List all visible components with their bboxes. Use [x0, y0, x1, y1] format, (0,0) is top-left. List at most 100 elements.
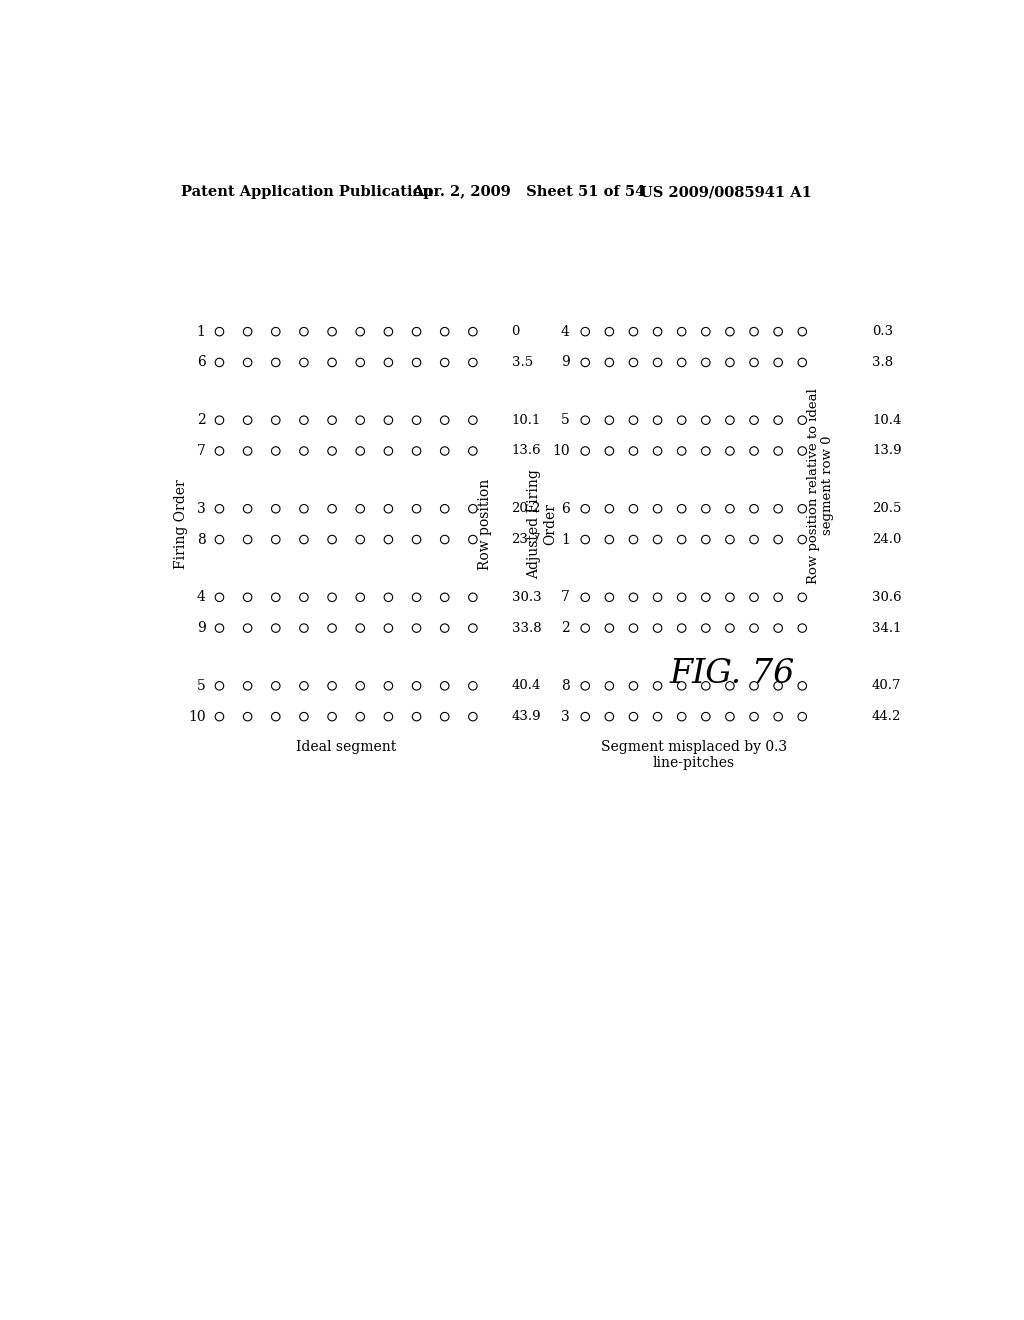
Circle shape [798, 593, 807, 602]
Circle shape [413, 624, 421, 632]
Text: 10: 10 [552, 444, 569, 458]
Circle shape [244, 681, 252, 690]
Circle shape [384, 593, 392, 602]
Circle shape [440, 681, 449, 690]
Text: 8: 8 [197, 532, 206, 546]
Circle shape [413, 713, 421, 721]
Circle shape [653, 416, 662, 425]
Text: FIG. 76: FIG. 76 [670, 659, 796, 690]
Text: 13.6: 13.6 [512, 445, 542, 458]
Circle shape [271, 327, 280, 335]
Circle shape [413, 327, 421, 335]
Circle shape [300, 416, 308, 425]
Circle shape [726, 593, 734, 602]
Circle shape [605, 358, 613, 367]
Text: 20.5: 20.5 [872, 502, 901, 515]
Circle shape [356, 327, 365, 335]
Circle shape [750, 504, 759, 513]
Circle shape [356, 446, 365, 455]
Text: 9: 9 [197, 622, 206, 635]
Circle shape [774, 624, 782, 632]
Circle shape [328, 593, 336, 602]
Circle shape [581, 446, 590, 455]
Text: 3: 3 [561, 710, 569, 723]
Circle shape [678, 504, 686, 513]
Circle shape [701, 358, 710, 367]
Circle shape [469, 536, 477, 544]
Text: 34.1: 34.1 [872, 622, 901, 635]
Text: 5: 5 [561, 413, 569, 428]
Circle shape [469, 593, 477, 602]
Circle shape [413, 536, 421, 544]
Circle shape [653, 624, 662, 632]
Circle shape [726, 713, 734, 721]
Circle shape [384, 681, 392, 690]
Circle shape [629, 358, 638, 367]
Text: 5: 5 [197, 678, 206, 693]
Circle shape [356, 681, 365, 690]
Circle shape [581, 327, 590, 335]
Circle shape [356, 713, 365, 721]
Circle shape [384, 446, 392, 455]
Circle shape [726, 624, 734, 632]
Text: 0.3: 0.3 [872, 325, 893, 338]
Text: 0: 0 [512, 325, 520, 338]
Circle shape [328, 713, 336, 721]
Text: 30.6: 30.6 [872, 591, 901, 603]
Circle shape [328, 681, 336, 690]
Text: 44.2: 44.2 [872, 710, 901, 723]
Text: 7: 7 [197, 444, 206, 458]
Circle shape [629, 504, 638, 513]
Circle shape [328, 327, 336, 335]
Circle shape [215, 681, 223, 690]
Circle shape [726, 446, 734, 455]
Circle shape [440, 416, 449, 425]
Circle shape [413, 504, 421, 513]
Circle shape [271, 624, 280, 632]
Circle shape [215, 416, 223, 425]
Circle shape [271, 536, 280, 544]
Circle shape [413, 416, 421, 425]
Circle shape [271, 358, 280, 367]
Circle shape [774, 536, 782, 544]
Circle shape [726, 681, 734, 690]
Circle shape [605, 446, 613, 455]
Text: 6: 6 [197, 355, 206, 370]
Circle shape [469, 713, 477, 721]
Circle shape [384, 327, 392, 335]
Circle shape [678, 681, 686, 690]
Circle shape [750, 536, 759, 544]
Circle shape [798, 358, 807, 367]
Circle shape [629, 327, 638, 335]
Text: 10.4: 10.4 [872, 413, 901, 426]
Circle shape [244, 327, 252, 335]
Circle shape [413, 681, 421, 690]
Text: 33.8: 33.8 [512, 622, 542, 635]
Text: Firing Order: Firing Order [174, 479, 187, 569]
Circle shape [629, 446, 638, 455]
Circle shape [300, 536, 308, 544]
Circle shape [328, 446, 336, 455]
Circle shape [356, 416, 365, 425]
Circle shape [356, 536, 365, 544]
Circle shape [413, 358, 421, 367]
Circle shape [774, 327, 782, 335]
Circle shape [701, 713, 710, 721]
Text: Adjusted Firing
Order: Adjusted Firing Order [527, 469, 558, 579]
Text: 40.4: 40.4 [512, 680, 541, 693]
Circle shape [629, 624, 638, 632]
Text: 1: 1 [197, 325, 206, 339]
Circle shape [605, 624, 613, 632]
Circle shape [750, 358, 759, 367]
Circle shape [774, 681, 782, 690]
Text: 1: 1 [561, 532, 569, 546]
Circle shape [750, 327, 759, 335]
Circle shape [384, 504, 392, 513]
Circle shape [750, 593, 759, 602]
Text: Row position relative to ideal: Row position relative to ideal [807, 388, 820, 583]
Circle shape [328, 416, 336, 425]
Circle shape [678, 713, 686, 721]
Circle shape [440, 327, 449, 335]
Circle shape [726, 327, 734, 335]
Circle shape [701, 446, 710, 455]
